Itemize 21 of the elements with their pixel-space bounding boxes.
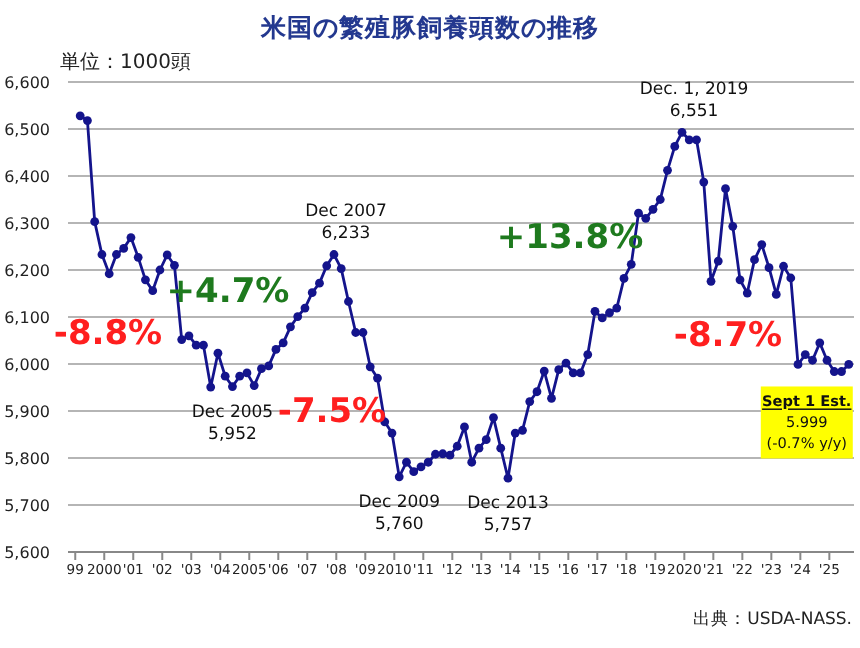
y-tick-label: 6,300 bbox=[4, 214, 50, 233]
annotation: Dec. 1, 2019 6,551 bbox=[639, 80, 749, 123]
y-tick-label: 5,900 bbox=[4, 402, 50, 421]
y-tick-label: 6,600 bbox=[4, 73, 50, 92]
annotation: -8.7% bbox=[673, 316, 783, 356]
y-tick-label: 6,200 bbox=[4, 261, 50, 280]
y-tick-label: 6,500 bbox=[4, 120, 50, 139]
annotation: Dec 2013 5,757 bbox=[467, 494, 549, 537]
y-tick-label: 6,000 bbox=[4, 355, 50, 374]
y-tick-label: 5,600 bbox=[4, 543, 50, 562]
y-tick-label: 5,700 bbox=[4, 496, 50, 515]
y-tick-label: 6,100 bbox=[4, 308, 50, 327]
chart-title: 米国の繁殖豚飼養頭数の推移 bbox=[258, 12, 601, 46]
annotation: Dec 2005 5,952 bbox=[191, 402, 274, 445]
y-tick-label: 6,400 bbox=[4, 167, 50, 186]
annotation: Dec 2007 6,233 bbox=[305, 202, 387, 245]
annotation: Dec 2009 5,760 bbox=[358, 492, 441, 535]
source-note: 出典：USDA-NASS. bbox=[693, 608, 852, 632]
chart-subtitle: 単位：1000頭 bbox=[60, 50, 191, 76]
y-tick-label: 5,800 bbox=[4, 449, 50, 468]
annotation: -8.8% bbox=[53, 314, 163, 354]
